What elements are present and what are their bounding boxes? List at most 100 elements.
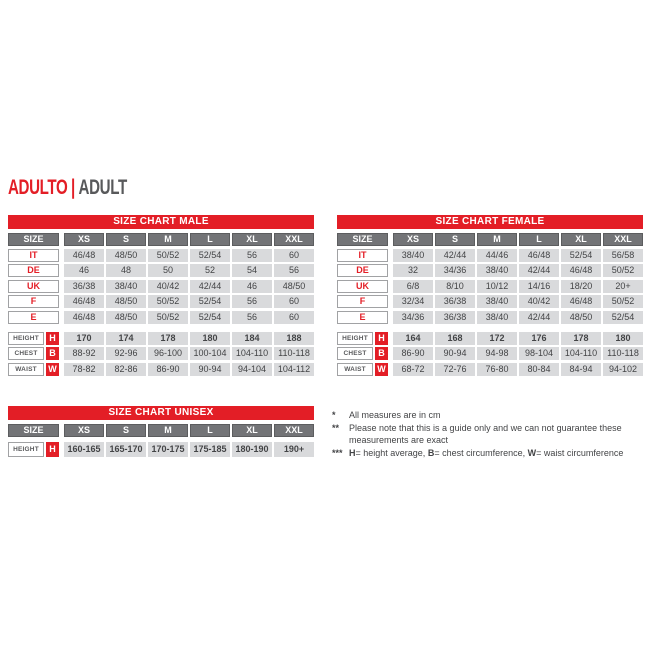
table-cell: 48/50 [106,248,146,262]
measure-row-waist: WAIST W 68-72 72-76 76-80 80-84 84-94 94-102 [337,362,643,376]
table-cell: 46/48 [64,248,104,262]
table-cell: 56 [274,264,314,277]
table-cell: 34/36 [393,310,433,324]
measure-row-waist: WAIST W 78-82 82-86 86-90 90-94 94-104 104-112 [8,362,314,376]
row-label-f: F [8,295,59,308]
table-row-f: F 46/48 48/50 50/52 52/54 56 60 [8,295,314,308]
column-header-s: S [106,233,146,246]
table-row-uk: UK 6/8 8/10 10/12 14/16 18/20 20+ [337,279,643,293]
table-cell: 20+ [603,279,643,293]
table-cell: 56 [232,310,272,324]
table-cell: 78-82 [64,362,104,376]
measure-row-height: HEIGHT H 164 168 172 176 178 180 [337,331,643,345]
table-cell: 184 [232,331,272,345]
table-cell: 32 [393,264,433,277]
table-cell: 175-185 [190,441,230,457]
table-cell: 110-118 [603,347,643,360]
measure-badge-w: W [46,362,59,376]
column-header-m: M [148,424,188,437]
table-cell: 34/36 [435,264,475,277]
table-cell: 42/44 [519,310,559,324]
column-header-xxl: XXL [274,233,314,246]
row-label-f: F [337,295,388,308]
row-label-uk: UK [8,279,59,293]
table-cell: 50/52 [603,264,643,277]
row-label-uk: UK [337,279,388,293]
measure-label-wrap: HEIGHT H [8,441,59,457]
footnote-marker: *** [332,447,343,458]
row-label-it: IT [8,248,59,262]
column-header-xs: XS [393,233,433,246]
column-header-xl: XL [232,424,272,437]
measure-badge-h: H [46,331,59,345]
page-title-separator: | [71,176,75,199]
table-header-row: SIZE XS S M L XL XXL [8,233,314,246]
table-cell: 94-102 [603,362,643,376]
column-header-xl: XL [232,233,272,246]
table-cell: 40/42 [148,279,188,293]
table-cell: 42/44 [435,248,475,262]
table-title: SIZE CHART MALE [8,215,314,229]
page-title-secondary: ADULT [78,176,128,199]
table-cell: 46/48 [561,264,601,277]
table-cell: 94-98 [477,347,517,360]
page-title-primary: ADULTO [8,176,68,199]
table-cell: 38/40 [393,248,433,262]
table-cell: 52/54 [190,248,230,262]
table-cell: 178 [148,331,188,345]
table-cell: 110-118 [274,347,314,360]
table-cell: 46/48 [561,295,601,308]
size-column-header: SIZE [8,424,59,437]
table-cell: 54 [232,264,272,277]
table-cell: 50/52 [603,295,643,308]
table-cell: 60 [274,310,314,324]
column-header-m: M [477,233,517,246]
table-cell: 46 [232,279,272,293]
table-cell: 60 [274,248,314,262]
footnote-segment: B [427,447,435,458]
table-cell: 56 [232,295,272,308]
table-header-row: SIZE XS S M L XL XXL [8,424,314,437]
measure-label-height: HEIGHT [8,331,44,345]
table-cell: 94-104 [232,362,272,376]
row-label-e: E [337,310,388,324]
table-cell: 168 [435,331,475,345]
table-cell: 82-86 [106,362,146,376]
column-header-xxl: XXL [274,424,314,437]
footnote-marker: ** [332,422,340,433]
measure-row-chest: CHEST B 88-92 92-96 96-100 100-104 104-110 110-… [8,347,314,360]
table-cell: 38/40 [106,279,146,293]
table-cell: 46/48 [64,310,104,324]
table-cell: 32/34 [393,295,433,308]
table-cell: 84-94 [561,362,601,376]
table-header-row: SIZE XS S M L XL XXL [337,233,643,246]
table-row-de: DE 32 34/36 38/40 42/44 46/48 50/52 [337,264,643,277]
table-cell: 38/40 [477,295,517,308]
table-cell: 180 [603,331,643,345]
table-cell: 174 [106,331,146,345]
measure-label-wrap: WAIST W [8,362,59,376]
table-cell: 46/48 [519,248,559,262]
footnote-segment: Please note that this is a guide only an… [349,422,622,446]
row-label-e: E [8,310,59,324]
measure-badge-h: H [375,331,388,345]
table-row-it: IT 38/40 42/44 44/46 46/48 52/54 56/58 [337,248,643,262]
table-cell: 50/52 [148,248,188,262]
footnotes: * All measures are in cm ** Please note tha… [332,409,644,459]
measure-label-wrap: WAIST W [337,362,388,376]
table-cell: 42/44 [190,279,230,293]
size-chart-unisex-table: SIZE CHART UNISEX SIZE XS S M L XL XXL HEIGHT H 16… [8,406,314,457]
table-cell: 50/52 [148,295,188,308]
measure-row-chest: CHEST B 86-90 90-94 94-98 98-104 104-110 110-11… [337,347,643,360]
table-cell: 40/42 [519,295,559,308]
measure-row-height: HEIGHT H 160-165 165-170 170-175 175-185 180-1… [8,441,314,457]
column-header-s: S [106,424,146,437]
column-header-s: S [435,233,475,246]
table-cell: 50 [148,264,188,277]
table-row-e: E 46/48 48/50 50/52 52/54 56 60 [8,310,314,324]
table-cell: 172 [477,331,517,345]
measure-badge-h: H [46,441,59,457]
footnote-segment: = height average, [355,447,428,458]
table-row-de: DE 46 48 50 52 54 56 [8,264,314,277]
table-cell: 165-170 [106,441,146,457]
